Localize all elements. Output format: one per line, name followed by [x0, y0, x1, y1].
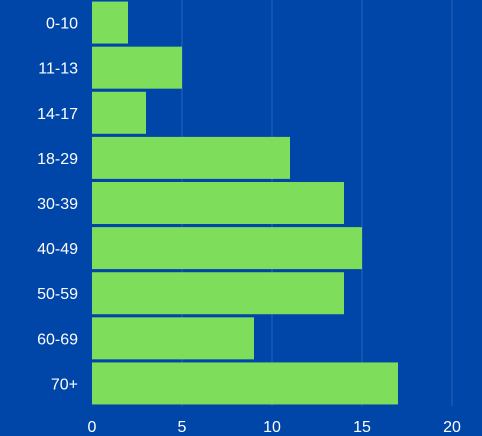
bar — [92, 136, 290, 179]
x-tick-label: 20 — [443, 419, 461, 436]
bar — [92, 1, 128, 44]
x-tick-label: 10 — [263, 419, 281, 436]
bars — [92, 1, 398, 405]
bar — [92, 91, 146, 134]
bar — [92, 46, 182, 89]
category-labels: 0-10 11-13 14-17 18-29 30-39 40-49 50-59 60-69 7… — [37, 16, 78, 394]
bar — [92, 182, 344, 224]
category-label: 60-69 — [37, 331, 78, 348]
x-tick-label: 5 — [178, 419, 187, 436]
category-label: 30-39 — [37, 196, 78, 213]
bar — [92, 227, 362, 270]
category-label: 70+ — [51, 376, 78, 393]
category-label: 11-13 — [38, 61, 78, 78]
x-tick-label: 15 — [353, 419, 371, 436]
x-tick-labels: 0 5 10 15 20 — [88, 419, 461, 436]
category-label: 50-59 — [37, 286, 78, 303]
category-label: 0-10 — [46, 16, 78, 33]
category-label: 14-17 — [37, 106, 78, 123]
x-tick-label: 0 — [88, 419, 97, 436]
bar — [92, 362, 398, 405]
category-label: 40-49 — [37, 241, 78, 258]
bar — [92, 317, 254, 360]
category-label: 18-29 — [37, 151, 78, 168]
bar — [92, 272, 344, 315]
